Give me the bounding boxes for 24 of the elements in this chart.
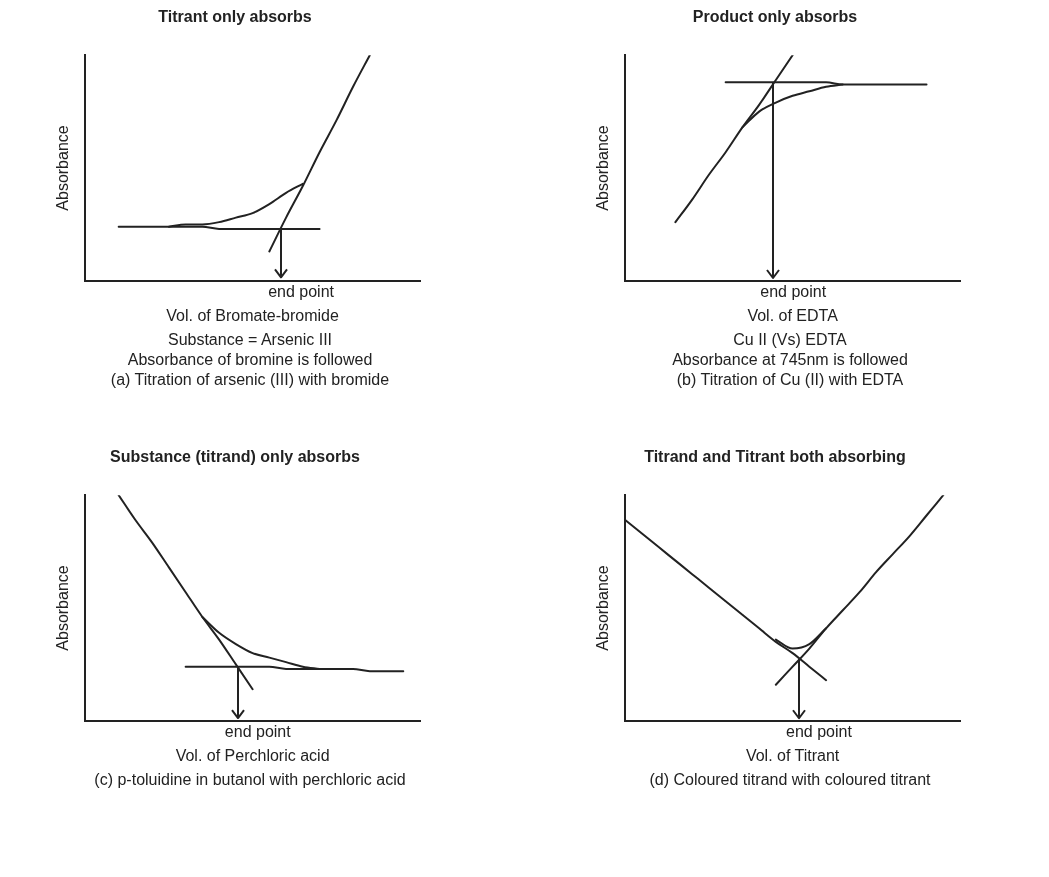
text: Absorbance at 745nm is followed xyxy=(671,350,909,370)
chart-title: Titrand and Titrant both absorbing xyxy=(644,448,906,466)
x-axis-title: Vol. of Bromate-bromide xyxy=(166,306,339,324)
text: end point xyxy=(268,283,335,301)
text: Substance = Arsenic III xyxy=(166,330,334,350)
text: (b) Titration of Cu (II) with EDTA xyxy=(675,370,905,390)
y-axis-title: Absorbance xyxy=(594,565,612,651)
x-axis-title: Vol. of Titrant xyxy=(745,746,840,764)
x-axis-title: Vol. of EDTA xyxy=(747,306,839,324)
text: (a) Titration of arsenic (III) with bromide xyxy=(109,370,391,390)
text: Absorbance of bromine is followed xyxy=(126,350,374,370)
text: end point xyxy=(224,723,292,741)
x-axis-title: Vol. of Perchloric acid xyxy=(175,746,330,764)
text: end point xyxy=(760,283,827,301)
text: end point xyxy=(786,723,853,741)
chart-title: Substance (titrand) only absorbs xyxy=(110,448,361,466)
chart-title: Product only absorbs xyxy=(692,8,858,26)
y-axis-title: Absorbance xyxy=(54,565,72,651)
y-axis-title: Absorbance xyxy=(54,125,72,211)
text: (d) Coloured titrand with coloured titrant xyxy=(648,770,932,790)
y-axis-title: Absorbance xyxy=(594,125,612,211)
text: Cu II (Vs) EDTA xyxy=(732,330,848,350)
chart-title: Titrant only absorbs xyxy=(158,8,312,26)
text: (c) p-toluidine in butanol with perchloric acid xyxy=(93,770,407,790)
